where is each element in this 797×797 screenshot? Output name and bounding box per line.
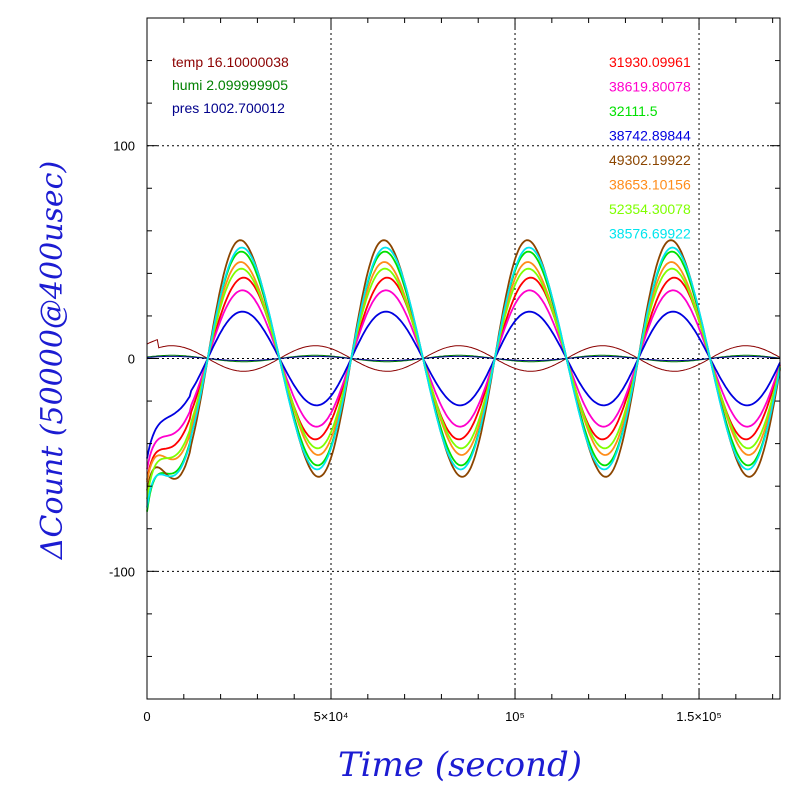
series-line-8 xyxy=(146,246,781,508)
env-curve-temp xyxy=(146,339,781,372)
series-legend-entry: 38653.10156 xyxy=(609,177,691,193)
series-line-7 xyxy=(146,267,781,500)
env-legend-entry: temp 16.10000038 xyxy=(172,54,289,70)
series-legend-entry: 31930.09961 xyxy=(609,54,691,70)
series-line-6 xyxy=(146,261,781,483)
env-legend-entry: pres 1002.700012 xyxy=(172,100,285,116)
series-line-4 xyxy=(146,310,781,459)
y-tick-label: -100 xyxy=(109,564,135,579)
x-tick-label: 5×10⁴ xyxy=(314,709,349,724)
tick-labels: 0 5×10⁴ 10⁵ 1.5×10⁵ -100 0 100 xyxy=(109,139,722,724)
y-tick-label: 0 xyxy=(128,352,135,367)
series-line-5 xyxy=(146,239,781,491)
x-tick-label: 1.5×10⁵ xyxy=(676,709,722,724)
env-legend: temp 16.10000038 humi 2.099999905 pres 100… xyxy=(172,54,289,116)
series-line-3 xyxy=(146,250,781,512)
series-legend-entry: 38619.80078 xyxy=(609,79,691,95)
series-legend: 31930.09961 38619.80078 32111.5 38742.89844… xyxy=(609,54,691,242)
x-tick-label: 0 xyxy=(143,709,150,724)
series-legend-entry: 38576.69922 xyxy=(609,226,691,242)
env-legend-entry: humi 2.099999905 xyxy=(172,77,288,93)
y-tick-label: 100 xyxy=(113,139,135,154)
grid-lines xyxy=(147,18,780,699)
series-legend-entry: 52354.30078 xyxy=(609,201,691,217)
series-legend-entry: 32111.5 xyxy=(609,103,658,119)
series-legend-entry: 38742.89844 xyxy=(609,128,691,144)
env-curve-pres xyxy=(146,355,781,362)
y-axis-title: ΔCount (50000@400usec) xyxy=(35,161,70,560)
x-tick-label: 10⁵ xyxy=(505,709,525,724)
series-line-2 xyxy=(146,289,781,470)
series-line-1 xyxy=(146,276,781,480)
x-axis-title: Time (second) xyxy=(338,745,582,785)
series-legend-entry: 49302.19922 xyxy=(609,152,691,168)
env-curve-humi xyxy=(146,354,781,363)
series-lines xyxy=(146,239,781,512)
axis-ticks xyxy=(146,17,780,700)
